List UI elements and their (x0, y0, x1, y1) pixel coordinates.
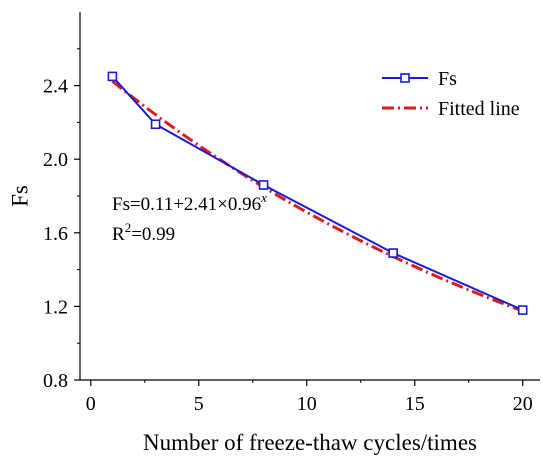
r2-prefix: R (112, 224, 125, 245)
y-axis-title: Fs (8, 185, 33, 207)
x-tick-label-4: 20 (513, 393, 533, 415)
x-tick-label-2: 10 (297, 393, 317, 415)
r2-superscript: 2 (125, 220, 132, 235)
equation-exponent: x (260, 190, 267, 205)
legend-fs-swatch-marker (400, 73, 410, 83)
r2-suffix: =0.99 (131, 224, 175, 245)
r2-annotation: R2=0.99 (112, 220, 175, 245)
fitted-line (111, 80, 524, 313)
y-tick-label-2: 1.6 (43, 223, 68, 245)
fs-data-point (388, 248, 398, 258)
y-tick-label-0: 0.8 (43, 370, 68, 392)
fs-data-point (258, 180, 269, 190)
x-tick-label-3: 15 (405, 393, 425, 415)
x-tick-label-1: 5 (194, 393, 204, 415)
equation-annotation: Fs=0.11+2.41×0.96x (112, 190, 267, 215)
y-tick-label-1: 1.2 (43, 296, 68, 318)
x-tick-label-0: 0 (86, 393, 96, 415)
markers (107, 71, 528, 315)
fs-data-point (107, 71, 118, 82)
legend-fitted-label: Fitted line (438, 98, 520, 120)
y-tick-label-3: 2.0 (43, 149, 68, 171)
legend-fs-label: Fs (438, 68, 457, 90)
legend: Fs Fitted line (382, 68, 520, 120)
y-tick-label-4: 2.4 (43, 76, 68, 98)
fs-data-point (150, 119, 161, 130)
fs-data-point (517, 305, 528, 315)
equation-base: Fs=0.11+2.41×0.96 (112, 194, 261, 215)
x-axis-title: Number of freeze-thaw cycles/times (143, 430, 477, 455)
axes: 0 5 10 15 20 0.8 1.2 1.6 2.0 2.4 (43, 12, 540, 415)
